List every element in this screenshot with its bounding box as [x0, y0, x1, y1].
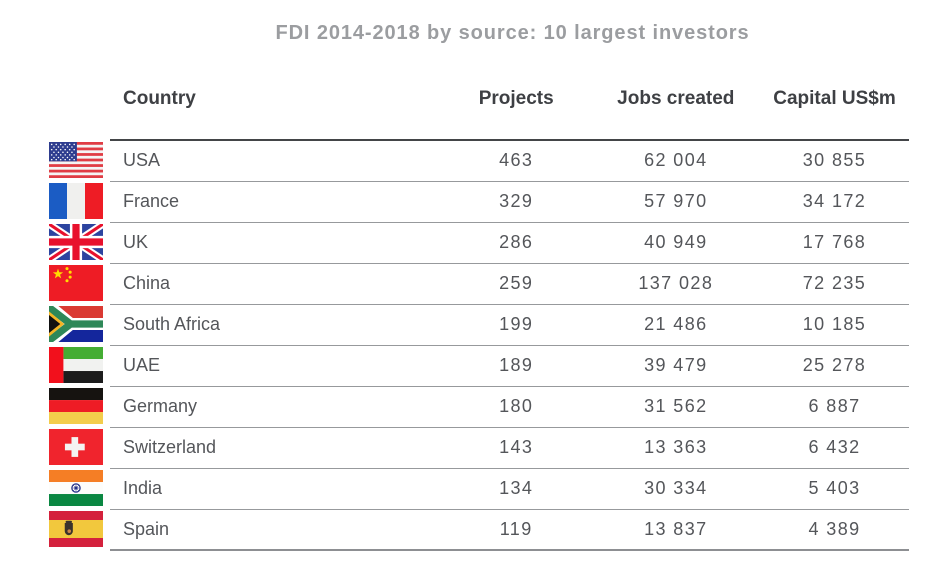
projects-cell: 259: [499, 272, 534, 293]
projects-cell: 463: [499, 149, 534, 170]
country-cell: Switzerland: [123, 437, 217, 458]
table-row-china: China 259 137 028 72 235: [48, 264, 909, 305]
table-row-germany: Germany 180 31 562 6 887: [48, 387, 909, 429]
table-header-row: Country Projects Jobs created Capital US…: [110, 84, 909, 114]
page-title: FDI 2014-2018 by source: 10 largest inve…: [275, 22, 750, 44]
projects-cell: 134: [499, 478, 534, 499]
table-row-india: India 134 30 334 5 403: [48, 469, 909, 511]
jobs-created-cell: 39 479: [644, 354, 708, 375]
south-africa-flag-icon: [48, 305, 103, 342]
table-body: USA 463 62 004 30 855 France 329 57 970 …: [48, 138, 909, 552]
capital-cell: 17 768: [802, 231, 867, 252]
capital-cell: 34 172: [802, 190, 867, 211]
table-row-uk: UK 286 40 949 17 768: [48, 223, 909, 264]
column-header-country: Country: [123, 88, 196, 109]
projects-cell: 143: [499, 437, 534, 458]
table-row-switzerland: Switzerland 143 13 363 6 432: [48, 428, 909, 470]
jobs-created-cell: 21 486: [644, 313, 708, 334]
table-row-south-africa: South Africa 199 21 486 10 185: [48, 305, 909, 346]
column-header-capital: Capital US$m: [773, 88, 896, 109]
capital-cell: 72 235: [802, 272, 867, 293]
jobs-created-cell: 13 837: [644, 519, 708, 540]
projects-cell: 199: [499, 313, 534, 334]
india-flag-icon: [48, 470, 103, 507]
table-row-spain: Spain 119 13 837 4 389: [48, 510, 909, 552]
uae-flag-icon: [48, 347, 103, 384]
country-cell: India: [123, 478, 163, 499]
jobs-created-cell: 62 004: [644, 149, 708, 170]
usa-flag-icon: [48, 141, 103, 178]
china-flag-icon: [48, 264, 103, 301]
projects-cell: 119: [499, 519, 533, 540]
column-header-jobs-created: Jobs created: [617, 88, 735, 109]
capital-cell: 6 887: [808, 396, 861, 417]
france-flag-icon: [48, 182, 103, 219]
projects-cell: 180: [499, 396, 534, 417]
uk-flag-icon: [48, 223, 103, 260]
country-cell: Germany: [123, 396, 198, 417]
jobs-created-cell: 13 363: [644, 437, 708, 458]
capital-cell: 6 432: [808, 437, 861, 458]
capital-cell: 4 389: [808, 519, 861, 540]
projects-cell: 286: [499, 231, 534, 252]
spain-flag-icon: [48, 510, 103, 547]
table-row-usa: USA 463 62 004 30 855: [48, 141, 909, 182]
country-cell: Spain: [123, 519, 170, 540]
projects-cell: 329: [499, 190, 534, 211]
projects-cell: 189: [499, 354, 534, 375]
country-cell: UK: [123, 231, 149, 252]
capital-cell: 30 855: [802, 149, 867, 170]
table-row-uae: UAE 189 39 479 25 278: [48, 346, 909, 388]
jobs-created-cell: 137 028: [638, 272, 714, 293]
capital-cell: 25 278: [802, 354, 867, 375]
jobs-created-cell: 31 562: [644, 396, 708, 417]
switzerland-flag-icon: [48, 429, 103, 466]
germany-flag-icon: [48, 388, 103, 425]
jobs-created-cell: 57 970: [644, 190, 708, 211]
capital-cell: 10 185: [802, 313, 867, 334]
country-cell: China: [123, 272, 171, 293]
country-cell: France: [123, 190, 180, 211]
jobs-created-cell: 30 334: [644, 478, 708, 499]
country-cell: UAE: [123, 354, 161, 375]
capital-cell: 5 403: [808, 478, 861, 499]
country-cell: USA: [123, 149, 161, 170]
table-row-france: France 329 57 970 34 172: [48, 182, 909, 223]
country-cell: South Africa: [123, 313, 221, 334]
jobs-created-cell: 40 949: [644, 231, 708, 252]
column-header-projects: Projects: [478, 88, 554, 109]
